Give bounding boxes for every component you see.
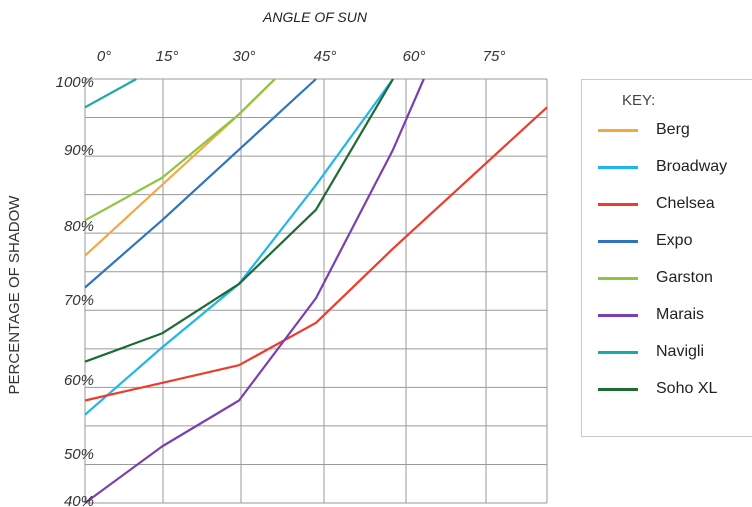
legend-label: Soho XL <box>656 380 718 397</box>
x-tick-label: 0° <box>97 48 111 65</box>
legend-swatch <box>598 276 638 280</box>
legend-label: Berg <box>656 121 690 138</box>
x-tick-label: 15° <box>156 48 179 65</box>
legend-swatch <box>598 128 638 132</box>
series-line-expo <box>84 78 317 289</box>
legend-item-broadway: Broadway <box>598 157 727 177</box>
x-axis-title: ANGLE OF SUN <box>262 9 368 25</box>
legend-item-garston: Garston <box>598 268 713 288</box>
legend-title: KEY: <box>622 92 656 109</box>
chart-series-lines <box>84 78 548 504</box>
y-tick-label: 90% <box>64 142 94 159</box>
series-line-marais <box>84 78 425 504</box>
y-tick-label: 40% <box>64 493 94 507</box>
chart-grid <box>84 78 548 504</box>
legend-item-expo: Expo <box>598 231 692 251</box>
y-tick-label: 70% <box>64 292 94 309</box>
legend-swatch <box>598 165 638 169</box>
series-line-garston <box>84 78 276 222</box>
legend-swatch <box>598 350 638 354</box>
legend-item-navigli: Navigli <box>598 342 704 362</box>
legend-swatch <box>598 202 638 206</box>
legend-label: Chelsea <box>656 195 715 212</box>
legend-item-chelsea: Chelsea <box>598 194 715 214</box>
x-tick-label: 30° <box>233 48 256 65</box>
legend-label: Garston <box>656 269 713 286</box>
x-tick-label: 60° <box>403 48 426 65</box>
legend-swatch <box>598 239 638 243</box>
y-tick-label: 80% <box>64 218 94 235</box>
series-line-navigli <box>84 78 137 109</box>
legend-item-marais: Marais <box>598 305 704 325</box>
legend-label: Marais <box>656 306 705 323</box>
series-line-chelsea <box>84 106 548 402</box>
legend: KEY: Berg Broadway Chelsea Expo Garston Marai… <box>581 79 752 437</box>
legend-swatch <box>598 387 638 391</box>
y-tick-label: 100% <box>56 74 94 91</box>
legend-item-soho-xl: Soho XL <box>598 379 717 399</box>
legend-label: Broadway <box>656 158 728 175</box>
legend-label: Expo <box>656 232 693 249</box>
x-tick-label: 45° <box>314 48 337 65</box>
series-line-soho-xl <box>84 78 394 363</box>
x-tick-label: 75° <box>483 48 506 65</box>
legend-swatch <box>598 313 638 317</box>
legend-label: Navigli <box>656 343 705 360</box>
legend-item-berg: Berg <box>598 120 690 140</box>
y-axis-title: PERCENTAGE OF SHADOW <box>6 195 23 395</box>
y-tick-label: 60% <box>64 372 94 389</box>
y-tick-label: 50% <box>64 446 94 463</box>
